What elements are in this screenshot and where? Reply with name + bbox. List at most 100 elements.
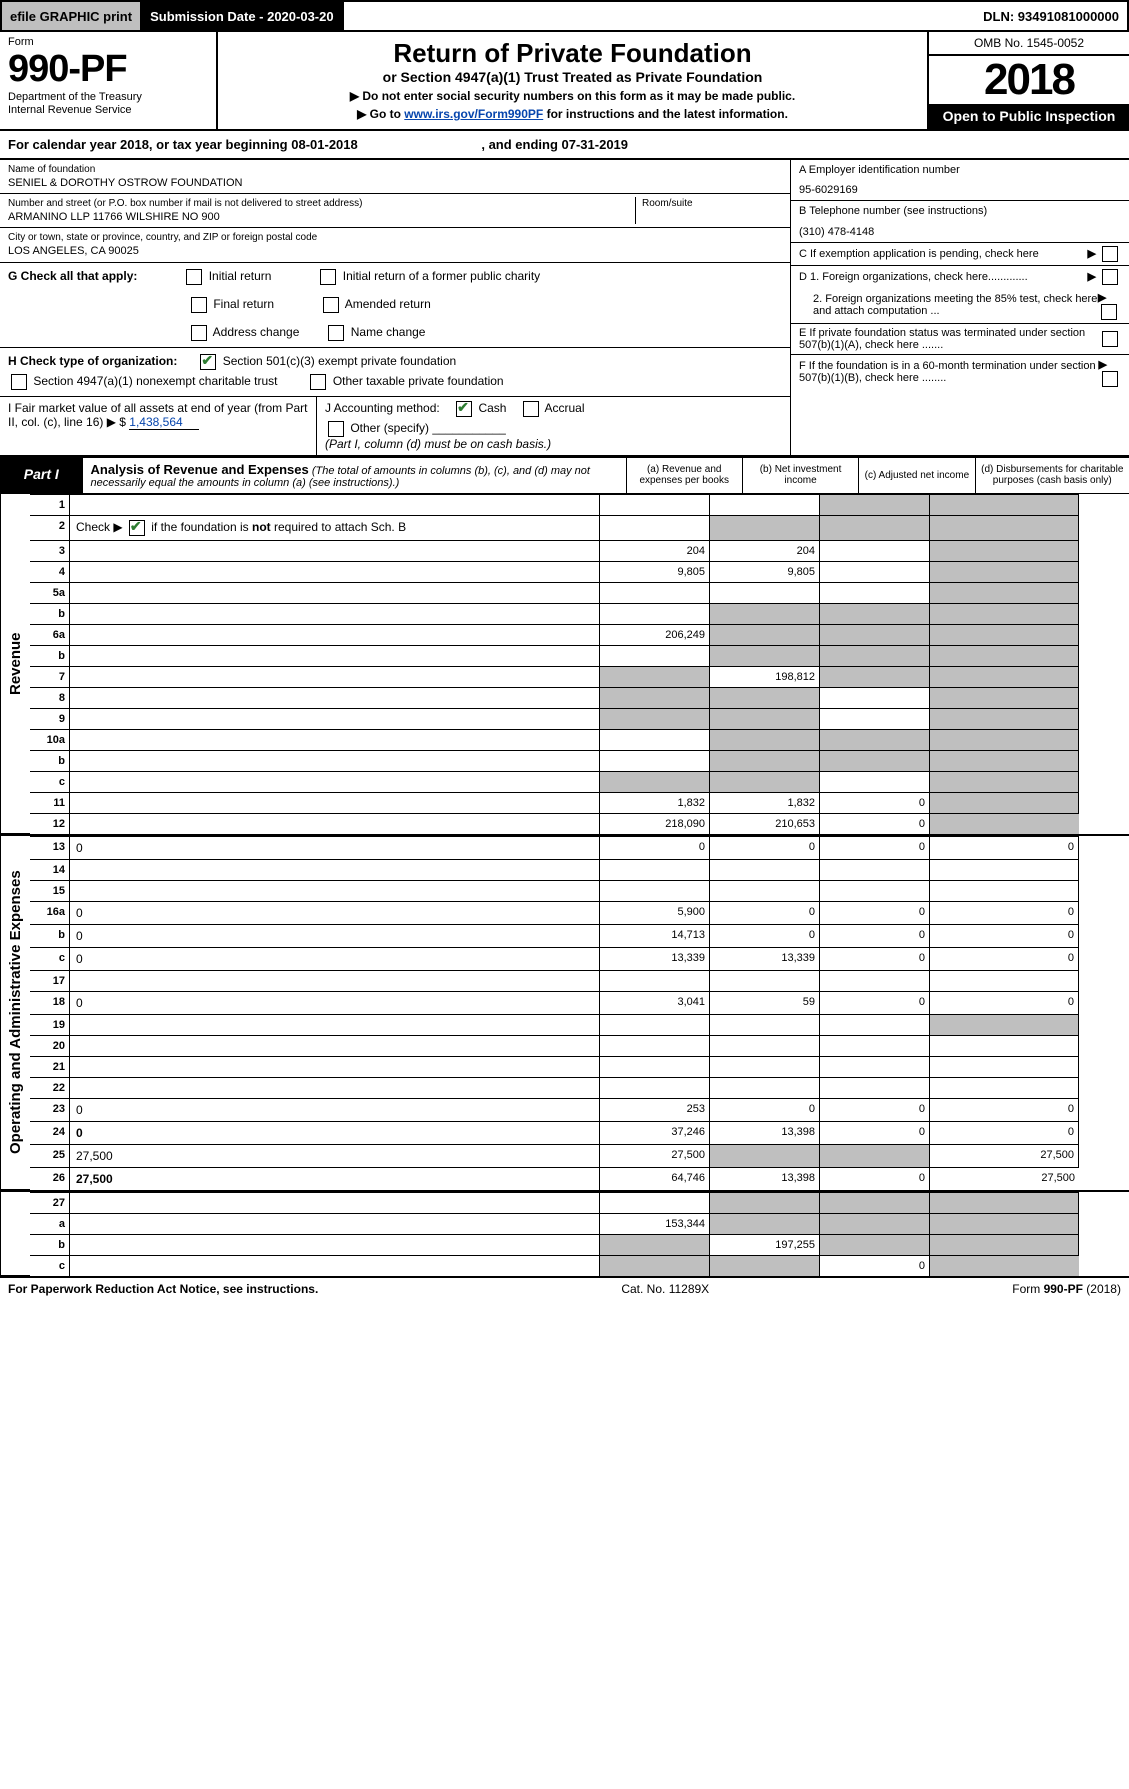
cell-d — [930, 792, 1079, 813]
line-desc — [70, 792, 600, 813]
addr-label: Number and street (or P.O. box number if… — [8, 197, 635, 210]
cell-c — [820, 708, 930, 729]
cell-c — [820, 666, 930, 687]
cell-c — [820, 880, 930, 901]
line-number: 5a — [30, 582, 70, 603]
cell-c — [820, 1234, 930, 1255]
tax-year: 2018 — [929, 56, 1129, 104]
line-desc — [70, 1213, 600, 1234]
line-desc — [70, 1014, 600, 1035]
cell-a — [600, 1077, 710, 1098]
c-checkbox[interactable] — [1102, 246, 1118, 262]
g-o5: Address change — [213, 325, 300, 339]
cell-b — [710, 582, 820, 603]
line-number: 4 — [30, 561, 70, 582]
cell-d: 0 — [930, 947, 1079, 970]
cell-d — [930, 687, 1079, 708]
cell-d — [930, 1014, 1079, 1035]
line-desc — [70, 750, 600, 771]
efile-button[interactable]: efile GRAPHIC print — [2, 2, 142, 30]
cell-d — [930, 582, 1079, 603]
j-o3: Other (specify) — [350, 421, 429, 435]
line-number: 9 — [30, 708, 70, 729]
g-amended-checkbox[interactable] — [323, 297, 339, 313]
revenue-table: Revenue 12Check ▶ if the foundation is n… — [0, 494, 1129, 836]
line-desc — [70, 1234, 600, 1255]
line-desc: Check ▶ if the foundation is not require… — [70, 515, 600, 540]
line-desc — [70, 1056, 600, 1077]
b-label: B Telephone number (see instructions) — [799, 204, 1121, 218]
cell-a: 218,090 — [600, 813, 710, 834]
g-final-return-checkbox[interactable] — [191, 297, 207, 313]
g-initial-return-checkbox[interactable] — [186, 269, 202, 285]
header-center: Return of Private Foundation or Section … — [218, 32, 927, 129]
page-footer: For Paperwork Reduction Act Notice, see … — [0, 1278, 1129, 1300]
h-501c3-checkbox[interactable] — [200, 354, 216, 370]
line-desc: 0 — [70, 947, 600, 970]
footer-mid: Cat. No. 11289X — [621, 1282, 709, 1296]
cell-c — [820, 1192, 930, 1213]
line-desc: 0 — [70, 836, 600, 859]
j-cash-checkbox[interactable] — [456, 401, 472, 417]
dln-label: DLN: 93491081000000 — [975, 9, 1127, 24]
cell-b — [710, 708, 820, 729]
cell-b — [710, 494, 820, 515]
line-number: 1 — [30, 494, 70, 515]
d2-label: 2. Foreign organizations meeting the 85%… — [799, 293, 1098, 317]
cell-c — [820, 750, 930, 771]
phone-cell: B Telephone number (see instructions) (3… — [791, 201, 1129, 243]
cell-c: 0 — [820, 836, 930, 859]
cell-b: 0 — [710, 901, 820, 924]
form-header: Form 990-PF Department of the Treasury I… — [0, 32, 1129, 131]
irs-link[interactable]: www.irs.gov/Form990PF — [404, 107, 543, 121]
line-number: 3 — [30, 540, 70, 561]
cell-c — [820, 1035, 930, 1056]
line-number: b — [30, 750, 70, 771]
cell-a: 3,041 — [600, 991, 710, 1014]
line-number: 18 — [30, 991, 70, 1014]
j-accrual-checkbox[interactable] — [523, 401, 539, 417]
cell-a — [600, 666, 710, 687]
cell-c — [820, 729, 930, 750]
cell-a: 5,900 — [600, 901, 710, 924]
cell-c: 0 — [820, 947, 930, 970]
cell-d — [930, 624, 1079, 645]
line-number: 20 — [30, 1035, 70, 1056]
city-label: City or town, state or province, country… — [8, 231, 782, 244]
cal-year-begin: 08-01-2018 — [291, 137, 358, 152]
h-4947-checkbox[interactable] — [11, 374, 27, 390]
cell-d — [930, 603, 1079, 624]
g-initial-former-checkbox[interactable] — [320, 269, 336, 285]
cell-a — [600, 750, 710, 771]
cal-year-end: 07-31-2019 — [562, 137, 629, 152]
line-desc — [70, 708, 600, 729]
h-other-taxable-checkbox[interactable] — [310, 374, 326, 390]
sch-b-checkbox[interactable] — [129, 520, 145, 536]
line-number: 7 — [30, 666, 70, 687]
part1-label: Part I — [0, 458, 83, 493]
cell-c — [820, 561, 930, 582]
line-number: 16a — [30, 901, 70, 924]
cell-d: 0 — [930, 924, 1079, 947]
cell-b — [710, 603, 820, 624]
line-number: 11 — [30, 792, 70, 813]
f-checkbox[interactable] — [1102, 371, 1118, 387]
form-label: Form — [8, 36, 208, 48]
part1-header: Part I Analysis of Revenue and Expenses … — [0, 456, 1129, 494]
g-address-change-checkbox[interactable] — [191, 325, 207, 341]
info-left: Name of foundation SENIEL & DOROTHY OSTR… — [0, 160, 790, 455]
name-label: Name of foundation — [8, 163, 782, 176]
f-row: F If the foundation is in a 60-month ter… — [791, 355, 1129, 390]
cell-d — [930, 494, 1079, 515]
j-other-checkbox[interactable] — [328, 421, 344, 437]
d1-checkbox[interactable] — [1102, 269, 1118, 285]
cell-a — [600, 1192, 710, 1213]
g-name-change-checkbox[interactable] — [328, 325, 344, 341]
cell-d — [930, 1035, 1079, 1056]
open-public-badge: Open to Public Inspection — [929, 104, 1129, 129]
cell-d — [930, 666, 1079, 687]
e-checkbox[interactable] — [1102, 331, 1118, 347]
ein-cell: A Employer identification number 95-6029… — [791, 160, 1129, 202]
d2-checkbox[interactable] — [1101, 304, 1117, 320]
cell-a — [600, 645, 710, 666]
